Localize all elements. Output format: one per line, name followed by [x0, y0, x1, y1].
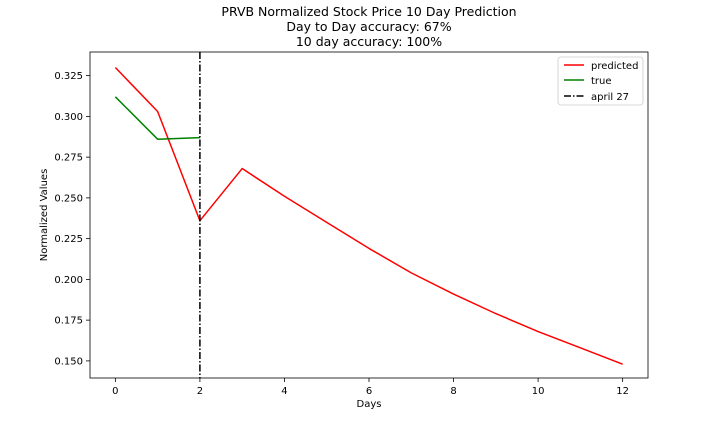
x-tick-label: 0: [112, 386, 118, 397]
legend-label-april-27: april 27: [591, 92, 629, 103]
series-line-true: [114, 96, 200, 140]
y-tick-label: 0.250: [54, 193, 83, 204]
x-axis-label: Days: [357, 399, 382, 410]
x-tick-label: 10: [532, 386, 545, 397]
plot-area: [114, 52, 623, 378]
legend-label-predicted: predicted: [591, 61, 638, 72]
y-axis-ticks: 0.150 0.175 0.200 0.225 0.250 0.275 0.300 0.325: [54, 71, 90, 367]
legend: predicted true april 27: [557, 56, 644, 106]
y-tick-label: 0.175: [54, 316, 83, 327]
x-axis-ticks: 0 2 4 6 8 10 12: [112, 378, 629, 397]
x-tick-label: 8: [450, 386, 456, 397]
title-line-3: 10 day accuracy: 100%: [296, 34, 442, 49]
y-tick-label: 0.150: [54, 356, 83, 367]
y-tick-label: 0.325: [54, 71, 83, 82]
title-line-2: Day to Day accuracy: 67%: [286, 19, 451, 34]
series-line-predicted: [114, 66, 623, 365]
y-axis-label: Normalized Values: [39, 169, 50, 262]
plot-frame: [89, 51, 649, 379]
x-tick-label: 6: [366, 386, 372, 397]
x-tick-label: 4: [281, 386, 287, 397]
chart-title: PRVB Normalized Stock Price 10 Day Predi…: [221, 4, 516, 49]
title-line-1: PRVB Normalized Stock Price 10 Day Predi…: [221, 4, 516, 19]
legend-label-true: true: [591, 76, 612, 87]
legend-box: [557, 56, 644, 106]
y-tick-label: 0.200: [54, 275, 83, 286]
y-tick-label: 0.225: [54, 234, 83, 245]
x-tick-label: 12: [616, 386, 629, 397]
y-tick-label: 0.275: [54, 153, 83, 164]
x-tick-label: 2: [197, 386, 203, 397]
y-tick-label: 0.300: [54, 112, 83, 123]
